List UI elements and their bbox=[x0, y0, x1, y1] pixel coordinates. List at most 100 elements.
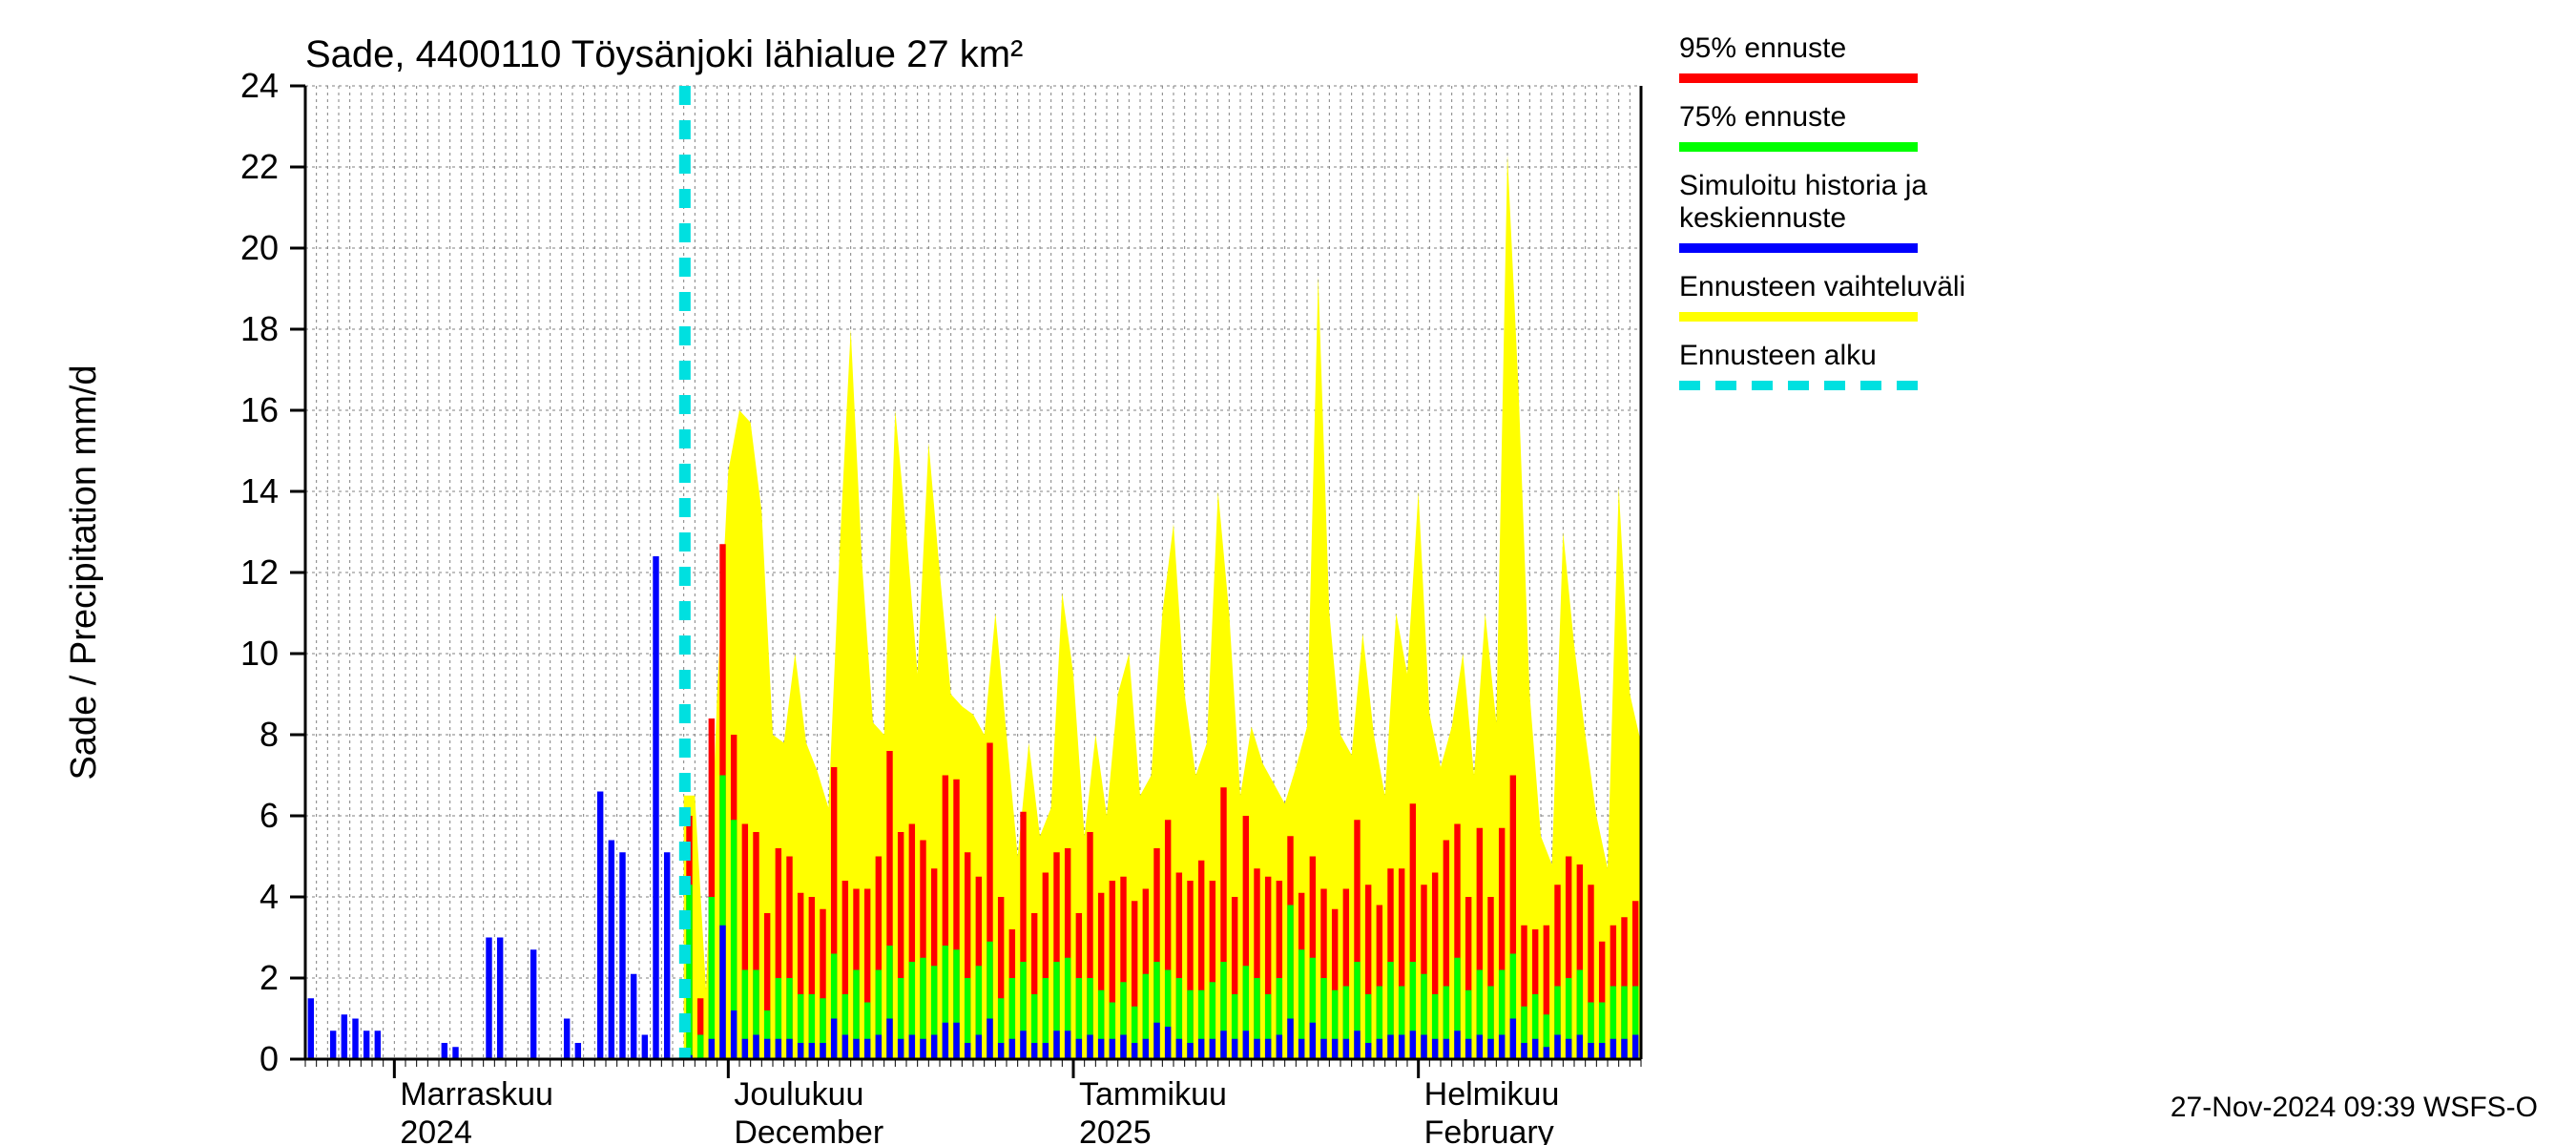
legend-label: Ennusteen alku bbox=[1679, 340, 1877, 371]
forecast-bar-mean bbox=[1499, 1035, 1505, 1060]
forecast-bar-mean bbox=[1566, 1039, 1571, 1059]
forecast-bar-mean bbox=[1210, 1039, 1215, 1059]
chart-root: 024681012141618202224Marraskuu2024Jouluk… bbox=[0, 0, 2576, 1145]
forecast-bar-75 bbox=[709, 897, 715, 1059]
forecast-bar-mean bbox=[1477, 1035, 1483, 1060]
y-tick-label: 0 bbox=[260, 1039, 279, 1078]
chart-svg: 024681012141618202224Marraskuu2024Jouluk… bbox=[0, 0, 2576, 1145]
history-bar bbox=[530, 949, 536, 1059]
forecast-bar-mean bbox=[742, 1039, 748, 1059]
forecast-bar-mean bbox=[1332, 1039, 1338, 1059]
forecast-bar-mean bbox=[1298, 1039, 1304, 1059]
forecast-bar-mean bbox=[1143, 1039, 1149, 1059]
forecast-bar-mean bbox=[731, 1010, 737, 1059]
y-tick-label: 4 bbox=[260, 877, 279, 916]
forecast-bar-mean bbox=[786, 1039, 792, 1059]
y-tick-label: 10 bbox=[240, 634, 279, 673]
forecast-bar-mean bbox=[1009, 1039, 1015, 1059]
history-bar bbox=[352, 1019, 358, 1060]
forecast-bar-mean bbox=[920, 1039, 925, 1059]
forecast-bar-mean bbox=[764, 1039, 770, 1059]
forecast-bar-mean bbox=[1165, 1027, 1171, 1059]
y-axis-label: Sade / Precipitation mm/d bbox=[64, 364, 104, 780]
forecast-bar-mean bbox=[1521, 1043, 1527, 1059]
legend-label: 75% ennuste bbox=[1679, 101, 1846, 133]
forecast-bar-mean bbox=[1444, 1039, 1449, 1059]
forecast-bar-mean bbox=[1577, 1035, 1583, 1060]
forecast-bar-mean bbox=[1487, 1039, 1493, 1059]
forecast-bar-mean bbox=[1532, 1039, 1538, 1059]
y-tick-label: 6 bbox=[260, 796, 279, 835]
forecast-bar-mean bbox=[1187, 1043, 1193, 1059]
month-label-1: Joulukuu bbox=[734, 1076, 863, 1113]
month-label-2: 2025 bbox=[1079, 1114, 1152, 1145]
history-bar bbox=[664, 852, 670, 1059]
forecast-bar-mean bbox=[1544, 1047, 1549, 1059]
history-bar bbox=[486, 938, 491, 1060]
forecast-bar-mean bbox=[1053, 1030, 1059, 1059]
history-bar bbox=[375, 1030, 381, 1059]
legend-label: Simuloitu historia ja bbox=[1679, 170, 1927, 201]
history-bar bbox=[653, 556, 658, 1059]
month-label-2: 2024 bbox=[400, 1114, 472, 1145]
y-tick-label: 2 bbox=[260, 958, 279, 997]
forecast-bar-mean bbox=[1320, 1039, 1326, 1059]
forecast-bar-mean bbox=[776, 1039, 781, 1059]
legend-label: Ennusteen vaihteluväli bbox=[1679, 271, 1965, 302]
forecast-bar-mean bbox=[1621, 1039, 1627, 1059]
forecast-bar-mean bbox=[1610, 1039, 1616, 1059]
forecast-bar-mean bbox=[1254, 1039, 1259, 1059]
forecast-bar-mean bbox=[864, 1039, 870, 1059]
history-bar bbox=[575, 1043, 581, 1059]
forecast-bar-mean bbox=[1421, 1035, 1426, 1060]
chart-title: Sade, 4400110 Töysänjoki lähialue 27 km² bbox=[305, 33, 1023, 75]
forecast-bar-mean bbox=[820, 1043, 825, 1059]
forecast-bar-mean bbox=[1287, 1019, 1293, 1060]
forecast-bar-mean bbox=[876, 1035, 882, 1060]
month-label-2: February bbox=[1424, 1114, 1554, 1145]
y-tick-label: 12 bbox=[240, 552, 279, 592]
forecast-bar-mean bbox=[1432, 1039, 1438, 1059]
forecast-bar-mean bbox=[1243, 1030, 1249, 1059]
history-bar bbox=[597, 792, 603, 1060]
y-tick-label: 14 bbox=[240, 471, 279, 510]
legend-label-2: keskiennuste bbox=[1679, 202, 1846, 234]
history-bar bbox=[642, 1035, 648, 1060]
forecast-bar-mean bbox=[886, 1019, 892, 1060]
forecast-bar-mean bbox=[1076, 1039, 1082, 1059]
forecast-bar-mean bbox=[1310, 1023, 1316, 1059]
history-bar bbox=[342, 1014, 347, 1059]
y-tick-label: 24 bbox=[240, 66, 279, 105]
y-tick-label: 22 bbox=[240, 147, 279, 186]
y-tick-label: 18 bbox=[240, 309, 279, 348]
forecast-bar-mean bbox=[1110, 1039, 1115, 1059]
forecast-bar-mean bbox=[1365, 1043, 1371, 1059]
history-bar bbox=[619, 852, 625, 1059]
forecast-bar-mean bbox=[1020, 1030, 1026, 1059]
month-label-2: December bbox=[734, 1114, 883, 1145]
forecast-bar-mean bbox=[1599, 1043, 1605, 1059]
forecast-bar-mean bbox=[1198, 1039, 1204, 1059]
forecast-bar-mean bbox=[953, 1023, 959, 1059]
forecast-bar-mean bbox=[976, 1035, 982, 1060]
legend-label: 95% ennuste bbox=[1679, 32, 1846, 64]
forecast-bar-mean bbox=[1098, 1039, 1104, 1059]
forecast-bar-mean bbox=[1132, 1043, 1137, 1059]
forecast-bar-mean bbox=[931, 1035, 937, 1060]
forecast-bar-mean bbox=[1465, 1039, 1471, 1059]
forecast-bar-mean bbox=[1377, 1039, 1382, 1059]
forecast-bar-mean bbox=[965, 1043, 970, 1059]
history-bar bbox=[442, 1043, 447, 1059]
forecast-bar-mean bbox=[909, 1035, 915, 1060]
forecast-bar-mean bbox=[809, 1043, 815, 1059]
forecast-bar-mean bbox=[1277, 1035, 1282, 1060]
forecast-bar-mean bbox=[1031, 1043, 1037, 1059]
forecast-bar-mean bbox=[753, 1035, 758, 1060]
forecast-bar-mean bbox=[1265, 1039, 1271, 1059]
history-bar bbox=[364, 1030, 369, 1059]
forecast-bar-mean bbox=[998, 1043, 1004, 1059]
y-tick-label: 16 bbox=[240, 390, 279, 429]
forecast-bar-mean bbox=[943, 1023, 948, 1059]
forecast-bar-mean bbox=[1410, 1030, 1416, 1059]
forecast-bar-mean bbox=[1043, 1043, 1049, 1059]
